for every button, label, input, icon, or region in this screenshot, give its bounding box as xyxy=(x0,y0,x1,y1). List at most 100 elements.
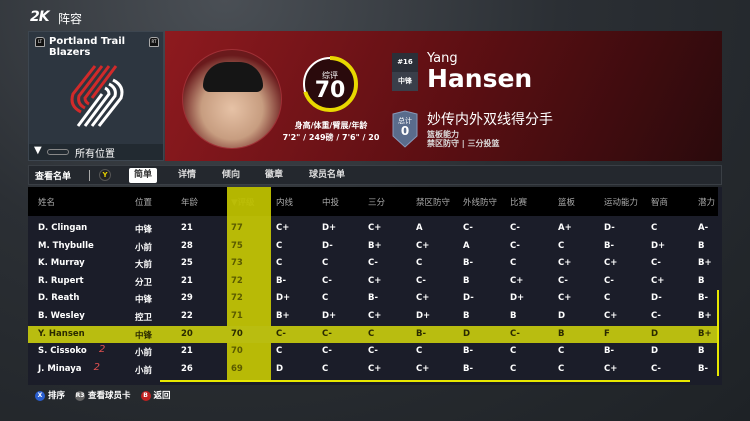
cell: 中锋 xyxy=(135,330,153,341)
table-row[interactable]: R. Rupert 分卫 21 72 B- C- C+ C- B C+ C- C- C+ B xyxy=(28,273,718,291)
rt-button-icon[interactable]: RT xyxy=(149,37,159,47)
cell: C xyxy=(510,346,517,357)
lb-rb-icon xyxy=(47,149,69,155)
y-button-icon[interactable]: Y xyxy=(99,169,111,181)
top-attribute: 篮板能力 xyxy=(427,130,459,139)
overall-ring xyxy=(302,56,358,112)
cell: C+ xyxy=(368,311,382,321)
column-header[interactable]: 潜力 xyxy=(698,198,716,208)
view-roster-label: 查看名单 xyxy=(35,172,72,182)
player-name: J. Minaya xyxy=(38,363,82,374)
table-row[interactable]: K. Murray 大前 25 73 C C C- C B- C C+ C+ C- B+ xyxy=(28,255,718,273)
cell: A- xyxy=(698,223,709,233)
cell: 25 xyxy=(181,258,193,269)
cell: C+ xyxy=(416,363,430,374)
cell: C+ xyxy=(558,293,572,304)
table-row[interactable]: J. Minaya 2 小前 26 69 D C C+ C+ B- C C C+ C- B- xyxy=(28,361,718,379)
hint-sort[interactable]: X 排序 xyxy=(35,389,65,401)
cell: B- xyxy=(698,363,709,374)
overall-value: 70 xyxy=(314,78,346,103)
horizontal-scrollbar[interactable] xyxy=(160,380,690,382)
hint-back[interactable]: B 返回 xyxy=(140,389,171,401)
tab-tendencies[interactable]: 倾向 xyxy=(222,170,241,180)
cell: B xyxy=(463,311,470,321)
position-filter[interactable]: ▼ 所有位置 xyxy=(29,144,163,160)
table-row[interactable]: S. Cissoko 2 小前 21 70 C C- C- C B- C C B- D B xyxy=(28,343,718,361)
table-row[interactable]: Y. Hansen 中锋 20 70 C- C- C B- D C- B F D B+ xyxy=(28,325,718,344)
cell: 69 xyxy=(231,363,243,374)
player-name: D. Clingan xyxy=(38,223,88,233)
2k-logo: 2K xyxy=(30,9,50,25)
cell: D+ xyxy=(510,293,525,304)
column-header[interactable]: 运动能力 xyxy=(604,198,639,208)
cell: D+ xyxy=(322,223,337,233)
hint-view-card[interactable]: R3 查看球员卡 xyxy=(75,389,131,401)
column-header[interactable]: 外线防守 xyxy=(463,198,498,208)
cell: 大前 xyxy=(135,260,153,271)
column-header[interactable]: 姓名 xyxy=(38,198,56,208)
cell: C xyxy=(604,293,611,304)
cell: C- xyxy=(651,363,661,374)
cell: 21 xyxy=(181,223,193,233)
cell: 75 xyxy=(231,240,243,251)
cell: C xyxy=(276,346,283,357)
cell: C- xyxy=(651,258,661,269)
trail-blazers-logo-icon xyxy=(70,65,124,127)
cell: 小前 xyxy=(135,242,153,253)
cell: C- xyxy=(651,311,661,321)
column-header[interactable]: 内线 xyxy=(276,198,294,208)
column-header[interactable]: 年龄 xyxy=(181,198,199,208)
cell: B xyxy=(698,346,705,357)
cell: C- xyxy=(558,275,568,286)
x-button-icon: X xyxy=(35,390,45,401)
tab-badges[interactable]: 徽章 xyxy=(265,170,284,180)
table-row[interactable]: M. Thybulle 小前 28 75 C D- B+ C+ A C- C B- D+ B xyxy=(28,238,718,256)
cell: 26 xyxy=(181,363,193,374)
cell: 70 xyxy=(231,346,243,357)
cell: 中锋 xyxy=(135,225,153,235)
cell: C xyxy=(416,258,423,269)
tab-simple[interactable]: 简单 xyxy=(129,168,158,183)
column-header[interactable]: 智商 xyxy=(651,198,669,208)
cell: C- xyxy=(368,346,378,357)
player-card: 综评 70 身高/体重/臂展/年龄 7'2" / 249磅 / 7'6" / 2… xyxy=(165,31,722,161)
cell: C xyxy=(322,363,329,374)
tab-player-roster[interactable]: 球员名单 xyxy=(309,170,346,180)
cell: C+ xyxy=(368,223,382,233)
player-portrait xyxy=(182,49,282,149)
cell: C+ xyxy=(368,275,382,286)
cell: A xyxy=(463,240,470,251)
portrait-hair xyxy=(203,62,263,92)
table-row[interactable]: D. Reath 中锋 29 72 D+ C B- C+ D- D+ C+ C D- B- xyxy=(28,290,718,308)
first-name: Yang xyxy=(427,51,458,66)
cell: B xyxy=(558,328,565,339)
cell: B+ xyxy=(698,258,712,269)
cell: C- xyxy=(276,328,286,339)
cell: B+ xyxy=(276,311,290,321)
column-header[interactable]: 中投 xyxy=(322,198,340,208)
lt-button-icon[interactable]: LT xyxy=(35,37,45,47)
cell: 20 xyxy=(181,328,193,339)
separator: | xyxy=(461,139,465,148)
cell: C xyxy=(322,293,329,304)
cell: D+ xyxy=(276,293,291,304)
cell: B- xyxy=(463,346,474,357)
badge-label: 总计 xyxy=(398,117,412,125)
column-header[interactable]: 比赛 xyxy=(510,198,528,208)
column-header[interactable]: 禁区防守 xyxy=(416,198,451,208)
column-header[interactable]: 三分 xyxy=(368,198,386,208)
cell: B- xyxy=(463,363,474,374)
table-row[interactable]: D. Clingan 中锋 21 77 C+ D+ C+ A C- C- A+ D- C A- xyxy=(28,220,718,238)
cell: 21 xyxy=(181,275,193,286)
table-row[interactable]: B. Wesley 控卫 22 71 B+ D+ C+ D+ B B D C+ C- B+ xyxy=(28,308,718,326)
vertical-scrollbar[interactable] xyxy=(717,290,719,376)
column-header[interactable]: 篮板 xyxy=(558,198,576,208)
cell: B- xyxy=(276,275,287,286)
cell: D- xyxy=(604,223,615,233)
cell: D+ xyxy=(651,240,666,251)
cell: 分卫 xyxy=(135,277,153,288)
tab-details[interactable]: 详情 xyxy=(178,170,197,180)
column-header[interactable]: 位置 xyxy=(135,198,153,208)
cell: C xyxy=(558,346,565,357)
cell: D xyxy=(558,311,566,321)
